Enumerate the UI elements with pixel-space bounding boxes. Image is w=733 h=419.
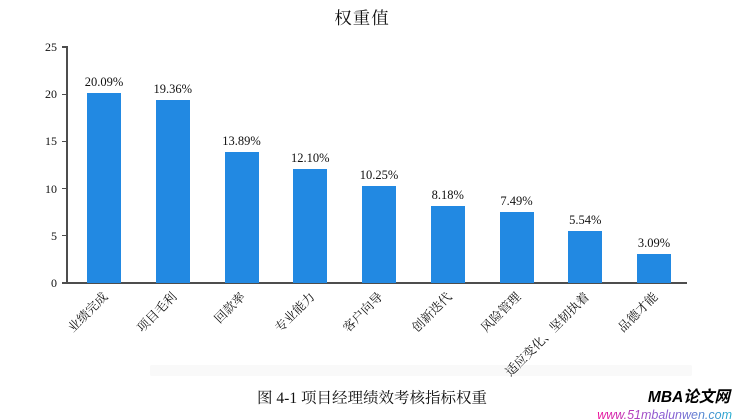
bar-value-label: 13.89%	[222, 133, 261, 148]
y-tick-mark	[61, 46, 67, 48]
watermark-url-link[interactable]: www.51mbalunwen.com	[597, 408, 732, 419]
figure-caption: 图 4-1 项目经理绩效考核指标权重	[257, 386, 487, 408]
faint-band	[150, 365, 692, 376]
bar-9	[637, 253, 671, 283]
bar-value-label: 7.49%	[500, 194, 533, 209]
x-category-label: 业绩完成	[63, 287, 112, 336]
y-tick-label: 5	[51, 228, 57, 243]
bar-8	[568, 230, 603, 283]
bar-3	[224, 151, 259, 283]
x-category-label: 风险管理	[476, 287, 525, 336]
bar-2	[155, 100, 190, 283]
x-category-label: 项目毛利	[132, 287, 181, 336]
y-tick-mark	[61, 235, 67, 237]
y-tick-label: 10	[45, 181, 57, 196]
x-category-label: 专业能力	[269, 287, 319, 336]
y-tick-label: 0	[51, 276, 57, 290]
x-category-label: 客户向导	[338, 287, 387, 336]
bar-value-label: 3.09%	[637, 235, 671, 250]
y-tick-label: 20	[45, 87, 57, 102]
watermark-brand: MBA论文网	[648, 389, 731, 406]
bar-value-label: 12.10%	[290, 150, 330, 165]
bar-7	[499, 212, 534, 283]
bar-value-label: 20.09%	[84, 75, 124, 90]
bar-5	[362, 186, 396, 283]
bar-1	[87, 93, 121, 283]
bar-value-label: 19.36%	[153, 82, 193, 97]
bar-4	[293, 168, 328, 283]
bar-value-label: 10.25%	[359, 168, 399, 183]
y-tick-mark	[61, 188, 67, 190]
y-tick-mark	[61, 93, 67, 95]
y-tick-mark	[61, 282, 67, 284]
y-axis-line	[66, 45, 68, 284]
x-category-label: 创新迭代	[407, 287, 456, 336]
chart-title: 权重值	[334, 5, 390, 30]
x-category-label: 品德才能	[613, 287, 662, 336]
y-tick-label: 15	[45, 134, 57, 149]
y-tick-mark	[61, 140, 67, 142]
bar-value-label: 5.54%	[569, 212, 602, 227]
y-tick-label: 25	[45, 40, 57, 54]
x-category-label: 回款率	[210, 287, 250, 327]
bar-6	[430, 205, 465, 283]
watermark: MBA论文网 www.51mbalunwen.com	[597, 389, 732, 419]
x-axis-line	[66, 282, 687, 284]
bar-value-label: 8.18%	[431, 187, 464, 202]
